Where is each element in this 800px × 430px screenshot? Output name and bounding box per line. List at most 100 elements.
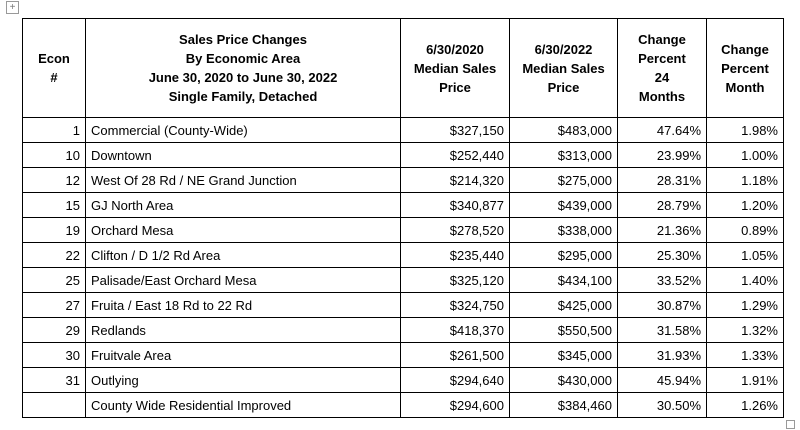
value-cell: 23.99% — [617, 142, 707, 168]
header-line: Single Family, Detached — [168, 89, 318, 104]
value-cell: $340,877 — [400, 192, 510, 218]
value-cell: 22 — [22, 242, 86, 268]
value-cell: 1.05% — [706, 242, 784, 268]
value-cell: $550,500 — [509, 317, 618, 343]
header-cell: Sales Price Changes By Economic Area June … — [85, 18, 401, 118]
data-row: 29 Redlands $418,370 $550,500 31.58% 1.32% — [22, 317, 784, 343]
header-line: 6/30/2020 — [426, 41, 484, 57]
header-cell: Change Percent Month — [706, 18, 784, 118]
header-line: Percent — [721, 60, 769, 76]
value-cell: $434,100 — [509, 267, 618, 293]
header-cell: 6/30/2022 Median Sales Price — [509, 18, 618, 118]
header-line: # — [50, 70, 58, 85]
header-line: By Economic Area — [185, 51, 301, 66]
value-cell: 1.32% — [706, 317, 784, 343]
value-cell: $295,000 — [509, 242, 618, 268]
area-cell: Outlying — [85, 367, 401, 393]
value-cell: 1.33% — [706, 342, 784, 368]
value-cell: 12 — [22, 167, 86, 193]
header-line: 6/30/2022 — [534, 41, 593, 57]
data-row: 31 Outlying $294,640 $430,000 45.94% 1.91% — [22, 367, 784, 393]
header-line: Month — [725, 79, 765, 95]
value-cell: $313,000 — [509, 142, 618, 168]
value-cell: 25.30% — [617, 242, 707, 268]
value-cell: $483,000 — [509, 117, 618, 143]
value-cell: 21.36% — [617, 217, 707, 243]
table-resize-handle[interactable] — [786, 420, 795, 429]
data-row: 27 Fruita / East 18 Rd to 22 Rd $324,750 $4… — [22, 292, 784, 318]
value-cell: 10 — [22, 142, 86, 168]
area-cell: Fruita / East 18 Rd to 22 Rd — [85, 292, 401, 318]
value-cell: 1.40% — [706, 267, 784, 293]
area-cell: West Of 28 Rd / NE Grand Junction — [85, 167, 401, 193]
area-cell: GJ North Area — [85, 192, 401, 218]
header-line: Median Sales — [413, 60, 497, 76]
value-cell: $252,440 — [400, 142, 510, 168]
value-cell: $384,460 — [509, 392, 618, 418]
value-cell: 28.31% — [617, 167, 707, 193]
header-line: Change — [638, 32, 686, 47]
value-cell: 30 — [22, 342, 86, 368]
value-cell: 1.20% — [706, 192, 784, 218]
header-line: Price — [439, 79, 471, 95]
data-row: 15 GJ North Area $340,877 $439,000 28.79% 1.2… — [22, 192, 784, 218]
data-row: County Wide Residential Improved $294,600… — [22, 392, 784, 418]
header-line: Change — [721, 41, 769, 57]
value-cell: 33.52% — [617, 267, 707, 293]
value-cell — [22, 392, 86, 418]
area-cell: Orchard Mesa — [85, 217, 401, 243]
value-cell: 15 — [22, 192, 86, 218]
value-cell: $430,000 — [509, 367, 618, 393]
value-cell: $261,500 — [400, 342, 510, 368]
value-cell: 19 — [22, 217, 86, 243]
header-line: Econ — [38, 51, 70, 66]
header-line: June 30, 2020 to June 30, 2022 — [148, 70, 338, 85]
area-cell: Palisade/East Orchard Mesa — [85, 267, 401, 293]
value-cell: $294,640 — [400, 367, 510, 393]
value-cell: 1.26% — [706, 392, 784, 418]
value-cell: 1.18% — [706, 167, 784, 193]
data-row: 19 Orchard Mesa $278,520 $338,000 21.36% 0.89… — [22, 217, 784, 243]
header-line: Sales Price Changes — [179, 32, 307, 47]
data-row: 22 Clifton / D 1/2 Rd Area $235,440 $295,00… — [22, 242, 784, 268]
value-cell: 1.91% — [706, 367, 784, 393]
header-row: Econ # Sales Price Changes By Economic Area… — [22, 18, 784, 118]
value-cell: $345,000 — [509, 342, 618, 368]
value-cell: $425,000 — [509, 292, 618, 318]
header-cell: Change Percent 24 Months — [617, 18, 707, 118]
header-line: Price — [547, 79, 580, 95]
value-cell: $235,440 — [400, 242, 510, 268]
value-cell: 0.89% — [706, 217, 784, 243]
value-cell: 25 — [22, 267, 86, 293]
table-move-handle[interactable]: + — [6, 1, 19, 14]
value-cell: $325,120 — [400, 267, 510, 293]
header-line: 24 — [654, 70, 670, 85]
sales-table: Econ # Sales Price Changes By Economic Area… — [22, 18, 784, 418]
area-cell: Commercial (County-Wide) — [85, 117, 401, 143]
value-cell: 30.50% — [617, 392, 707, 418]
value-cell: 1 — [22, 117, 86, 143]
area-cell: Redlands — [85, 317, 401, 343]
value-cell: $214,320 — [400, 167, 510, 193]
value-cell: 45.94% — [617, 367, 707, 393]
value-cell: 29 — [22, 317, 86, 343]
area-cell: Downtown — [85, 142, 401, 168]
data-row: 30 Fruitvale Area $261,500 $345,000 31.93% 1.… — [22, 342, 784, 368]
value-cell: $275,000 — [509, 167, 618, 193]
data-row: 12 West Of 28 Rd / NE Grand Junction $214,… — [22, 167, 784, 193]
area-cell: Clifton / D 1/2 Rd Area — [85, 242, 401, 268]
value-cell: 1.29% — [706, 292, 784, 318]
header-line: Months — [638, 89, 686, 104]
value-cell: 1.00% — [706, 142, 784, 168]
data-row: 1 Commercial (County-Wide) $327,150 $483,00… — [22, 117, 784, 143]
value-cell: $278,520 — [400, 217, 510, 243]
header-line: Percent — [638, 51, 686, 66]
value-cell: $338,000 — [509, 217, 618, 243]
value-cell: 30.87% — [617, 292, 707, 318]
value-cell: 31 — [22, 367, 86, 393]
data-row: 10 Downtown $252,440 $313,000 23.99% 1.00% — [22, 142, 784, 168]
area-cell: Fruitvale Area — [85, 342, 401, 368]
value-cell: 27 — [22, 292, 86, 318]
value-cell: 31.93% — [617, 342, 707, 368]
